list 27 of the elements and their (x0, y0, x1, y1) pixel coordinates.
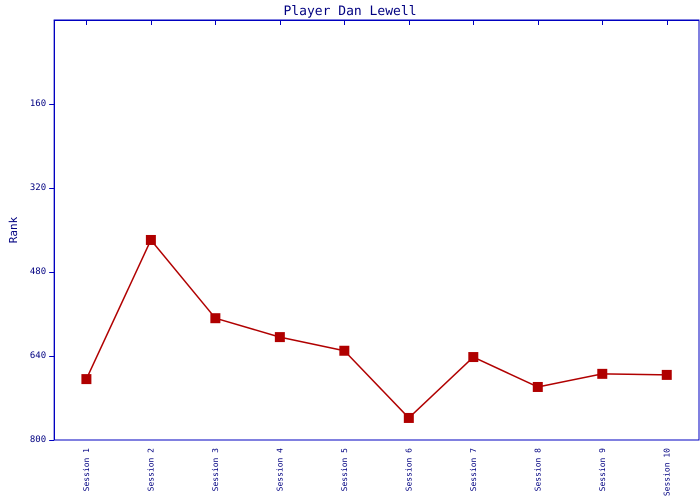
x-tick-label: Session 7 (468, 448, 478, 492)
y-tick-label: 320 (30, 183, 46, 193)
x-tick-label: Session 4 (275, 448, 284, 492)
x-tick-label: Session 1 (82, 448, 91, 492)
x-tick-label: Session 5 (340, 448, 349, 492)
y-tick-label: 800 (30, 435, 46, 445)
point (274, 332, 285, 342)
point (662, 370, 672, 380)
x-tick-label: Session 2 (146, 448, 156, 492)
point (210, 313, 220, 324)
point (146, 234, 156, 245)
x-tick-label: Session 6 (404, 448, 414, 492)
x-tick-label: Session 9 (598, 448, 607, 492)
y-tick-label: 480 (30, 267, 46, 277)
point (468, 352, 478, 362)
point (339, 346, 350, 356)
x-tick-label: Session 3 (210, 448, 220, 492)
point (597, 368, 608, 379)
x-tick-label: Session 8 (533, 448, 542, 492)
x-tick-label: Session 10 (662, 448, 672, 496)
point (404, 412, 414, 423)
y-tick-label: 160 (30, 99, 46, 109)
y-tick-label: 640 (30, 351, 46, 361)
chart-title: Player Dan Lewell (283, 4, 417, 19)
y-axis-title: Rank (7, 216, 20, 244)
point (81, 374, 92, 384)
point (532, 382, 543, 392)
